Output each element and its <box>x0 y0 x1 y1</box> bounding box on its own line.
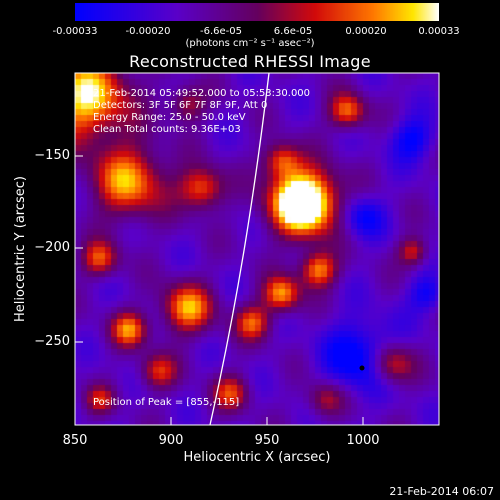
colorbar-tick: -6.6e-05 <box>200 26 242 37</box>
timestamp: 21-Feb-2014 06:07 <box>389 485 494 498</box>
colorbar-unit-label: (photons cm⁻² s⁻¹ asec⁻²) <box>185 38 315 49</box>
x-tick-label: 1000 <box>346 433 379 448</box>
colorbar <box>75 3 439 21</box>
y-tick-label: −250 <box>34 334 70 349</box>
solar-limb-curve <box>209 72 270 426</box>
heatmap-image <box>75 73 439 425</box>
info-energy: Energy Range: 25.0 - 50.0 keV <box>93 112 246 123</box>
x-tick-label: 950 <box>255 433 280 448</box>
colorbar-tick: 0.00020 <box>345 26 387 37</box>
y-tick-label: −150 <box>34 148 70 163</box>
x-tick-marks <box>74 417 364 425</box>
y-axis-label: Heliocentric Y (arcsec) <box>13 176 28 322</box>
y-tick-label: −200 <box>34 240 70 255</box>
colorbar-tick: 6.6e-05 <box>273 26 313 37</box>
x-tick-label: 850 <box>63 433 88 448</box>
colorbar-tick: -0.00033 <box>52 26 98 37</box>
colorbar-tick: -0.00020 <box>125 26 171 37</box>
info-peak-position: Position of Peak = [855,-115] <box>93 397 240 408</box>
peak-marker <box>359 365 365 371</box>
chart-title: Reconstructed RHESSI Image <box>129 52 371 71</box>
colorbar-tick: 0.00033 <box>418 26 460 37</box>
x-axis-label: Heliocentric X (arcsec) <box>184 450 331 465</box>
y-tick-marks <box>75 155 83 343</box>
info-clean-counts: Clean Total counts: 9.36E+03 <box>93 124 241 135</box>
info-time-range: 21-Feb-2014 05:49:52.000 to 05:53:30.000 <box>93 88 311 99</box>
info-detectors: Detectors: 3F 5F 6F 7F 8F 9F, Att 0 <box>93 100 268 111</box>
x-tick-label: 900 <box>159 433 184 448</box>
